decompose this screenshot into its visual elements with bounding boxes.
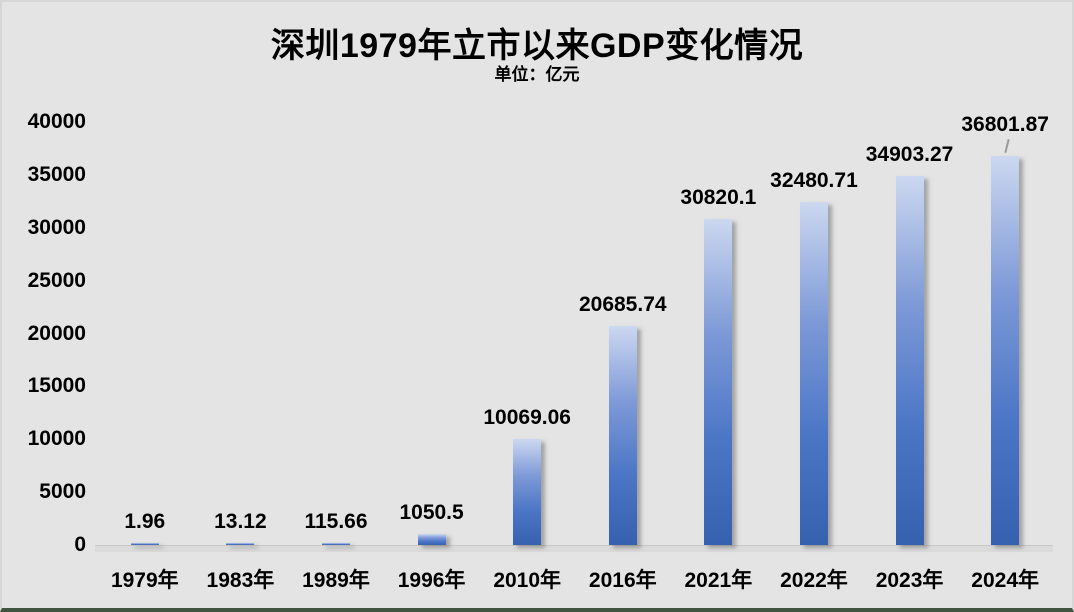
plot-area: 1.96 13.12 115.66 1050.5 10069.06 20685.74 308… <box>97 113 1053 545</box>
bar <box>417 533 446 545</box>
bar-value-label: 115.66 <box>304 510 368 533</box>
x-axis: 1979年 1983年 1989年 1996年 2010年 2016年 2021年 2022年… <box>97 564 1053 594</box>
bar-slot: 20685.74 <box>575 122 671 545</box>
chart-subtitle: 单位：亿元 <box>494 65 580 84</box>
bar-value-label: 1.96 <box>124 510 166 533</box>
bar <box>704 219 733 545</box>
bar-value-label: 20685.74 <box>578 293 667 317</box>
x-axis-category-label: 1989年 <box>302 569 370 592</box>
y-tick-label: 5000 <box>39 480 86 504</box>
leader-line <box>1004 138 1010 153</box>
bar-slot: 1.96 <box>97 122 193 545</box>
bar-slot: 30820.1 <box>671 122 767 545</box>
x-axis-category-label: 1983年 <box>206 569 275 592</box>
x-axis-category-label: 2016年 <box>588 569 657 592</box>
chart-title: 深圳1979年立市以来GDP变化情况 <box>270 27 804 65</box>
bar-slot: 34903.27 <box>862 122 958 545</box>
bar-value-label: 32480.71 <box>770 168 858 192</box>
bar-slot: 10069.06 <box>479 122 575 545</box>
y-tick-label: 35000 <box>27 162 86 186</box>
bar-value-label: 10069.06 <box>483 405 571 429</box>
y-tick-label: 30000 <box>27 215 86 239</box>
bar-value-label: 30820.1 <box>680 186 757 210</box>
x-axis-category-label: 2010年 <box>493 569 562 592</box>
x-axis-category-label: 2021年 <box>684 569 753 592</box>
bar-slot: 36801.87 <box>957 113 1053 545</box>
y-tick-label: 0 <box>74 533 86 556</box>
bar <box>895 175 924 545</box>
y-axis: 0 5000 10000 15000 20000 25000 30000 35000 40000 <box>8 2 86 608</box>
x-axis-category-label: 2023年 <box>875 569 944 592</box>
bar-value-label: 13.12 <box>214 510 267 533</box>
bar <box>608 326 637 545</box>
x-axis-category-label: 1979年 <box>110 569 179 592</box>
x-axis-category-label: 2024年 <box>971 569 1039 592</box>
y-tick-label: 20000 <box>27 321 86 345</box>
bar-slot: 13.12 <box>193 122 289 545</box>
y-tick-label: 25000 <box>27 268 86 292</box>
x-axis-line <box>95 545 1053 552</box>
x-axis-category-label: 2022年 <box>780 569 848 592</box>
bar-slot: 32480.71 <box>766 122 862 545</box>
bar-value-label: 1050.5 <box>399 500 464 524</box>
bar <box>130 543 159 545</box>
y-tick-label: 40000 <box>27 110 86 133</box>
y-tick-label: 15000 <box>27 374 86 398</box>
bar <box>991 155 1020 545</box>
bar <box>799 201 828 545</box>
bar <box>226 543 255 545</box>
bar-slot: 115.66 <box>288 122 384 545</box>
bar <box>513 438 542 545</box>
x-axis-category-label: 1996年 <box>397 569 466 592</box>
bar <box>321 543 350 545</box>
y-tick-label: 10000 <box>27 427 86 451</box>
bar-value-label: 34903.27 <box>865 142 954 166</box>
bar-slot: 1050.5 <box>384 122 480 545</box>
bar-value-label: 36801.87 <box>961 112 1049 136</box>
